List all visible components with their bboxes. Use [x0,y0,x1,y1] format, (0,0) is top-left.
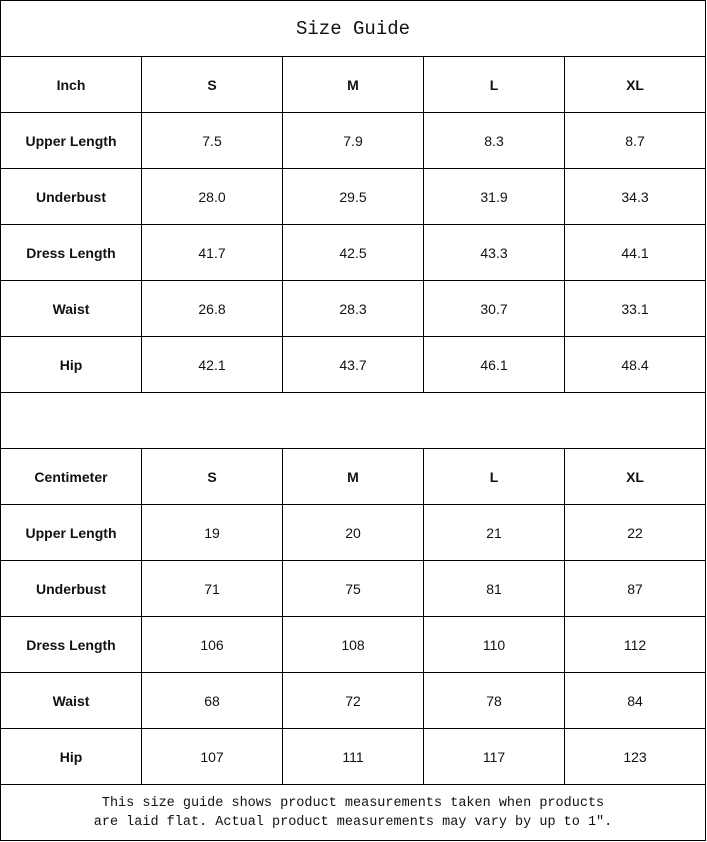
size-header: S [141,56,283,113]
measurement-value: 112 [563,616,707,673]
size-header: S [141,448,283,505]
measurement-value: 29.5 [282,168,424,225]
table-row: Hip 107 111 117 123 [0,728,707,785]
measurement-label: Hip [0,728,142,785]
measurement-label: Underbust [0,168,142,225]
table-row: Underbust 28.0 29.5 31.9 34.3 [0,168,707,225]
measurement-value: 110 [423,616,565,673]
measurement-value: 22 [563,504,707,561]
measurement-value: 42.1 [141,336,283,393]
table-row: Underbust 71 75 81 87 [0,560,707,617]
note-line: This size guide shows product measuremen… [101,795,605,811]
table-row: Dress Length 106 108 110 112 [0,616,707,673]
measurement-value: 75 [282,560,424,617]
table-row: Waist 26.8 28.3 30.7 33.1 [0,280,707,337]
measurement-value: 31.9 [423,168,565,225]
table-row: Waist 68 72 78 84 [0,672,707,729]
measurement-value: 7.9 [282,112,424,169]
measurement-label: Waist [0,672,142,729]
measurement-value: 19 [141,504,283,561]
measurement-value: 78 [423,672,565,729]
measurement-value: 81 [423,560,565,617]
measurement-value: 72 [282,672,424,729]
measurement-value: 41.7 [141,224,283,281]
measurement-label: Dress Length [0,616,142,673]
spacer-row [0,392,707,449]
title-row: Size Guide [0,0,707,57]
measurement-value: 43.7 [282,336,424,393]
measurement-value: 42.5 [282,224,424,281]
measurement-value: 8.7 [563,112,707,169]
measurement-value: 21 [423,504,565,561]
unit-header: Inch [0,56,142,113]
size-header: XL [563,448,707,505]
size-header: L [423,56,565,113]
size-header: M [282,56,424,113]
measurement-value: 107 [141,728,283,785]
measurement-label: Upper Length [0,504,142,561]
size-note: This size guide shows product measuremen… [0,784,707,841]
measurement-label: Hip [0,336,142,393]
measurement-label: Underbust [0,560,142,617]
measurement-value: 84 [563,672,707,729]
measurement-label: Waist [0,280,142,337]
measurement-value: 8.3 [423,112,565,169]
measurement-value: 46.1 [423,336,565,393]
measurement-value: 117 [423,728,565,785]
size-header: L [423,448,565,505]
measurement-value: 111 [282,728,424,785]
measurement-value: 87 [563,560,707,617]
measurement-value: 26.8 [141,280,283,337]
measurement-value: 20 [282,504,424,561]
centimeter-header-row: Centimeter S M L XL [0,448,707,505]
measurement-value: 123 [563,728,707,785]
measurement-value: 43.3 [423,224,565,281]
measurement-value: 7.5 [141,112,283,169]
measurement-value: 68 [141,672,283,729]
table-row: Hip 42.1 43.7 46.1 48.4 [0,336,707,393]
size-header: XL [563,56,707,113]
page-title: Size Guide [0,0,707,57]
measurement-value: 28.3 [282,280,424,337]
unit-header: Centimeter [0,448,142,505]
measurement-value: 48.4 [563,336,707,393]
measurement-value: 30.7 [423,280,565,337]
table-row: Upper Length 7.5 7.9 8.3 8.7 [0,112,707,169]
measurement-label: Upper Length [0,112,142,169]
table-row: Dress Length 41.7 42.5 43.3 44.1 [0,224,707,281]
measurement-value: 33.1 [563,280,707,337]
measurement-value: 71 [141,560,283,617]
measurement-value: 34.3 [563,168,707,225]
measurement-value: 28.0 [141,168,283,225]
measurement-value: 106 [141,616,283,673]
measurement-value: 44.1 [563,224,707,281]
spacer-cell [0,392,707,449]
measurement-label: Dress Length [0,224,142,281]
inch-header-row: Inch S M L XL [0,56,707,113]
note-row: This size guide shows product measuremen… [0,784,707,841]
size-header: M [282,448,424,505]
measurement-value: 108 [282,616,424,673]
table-row: Upper Length 19 20 21 22 [0,504,707,561]
note-line: are laid flat. Actual product measuremen… [93,814,613,830]
